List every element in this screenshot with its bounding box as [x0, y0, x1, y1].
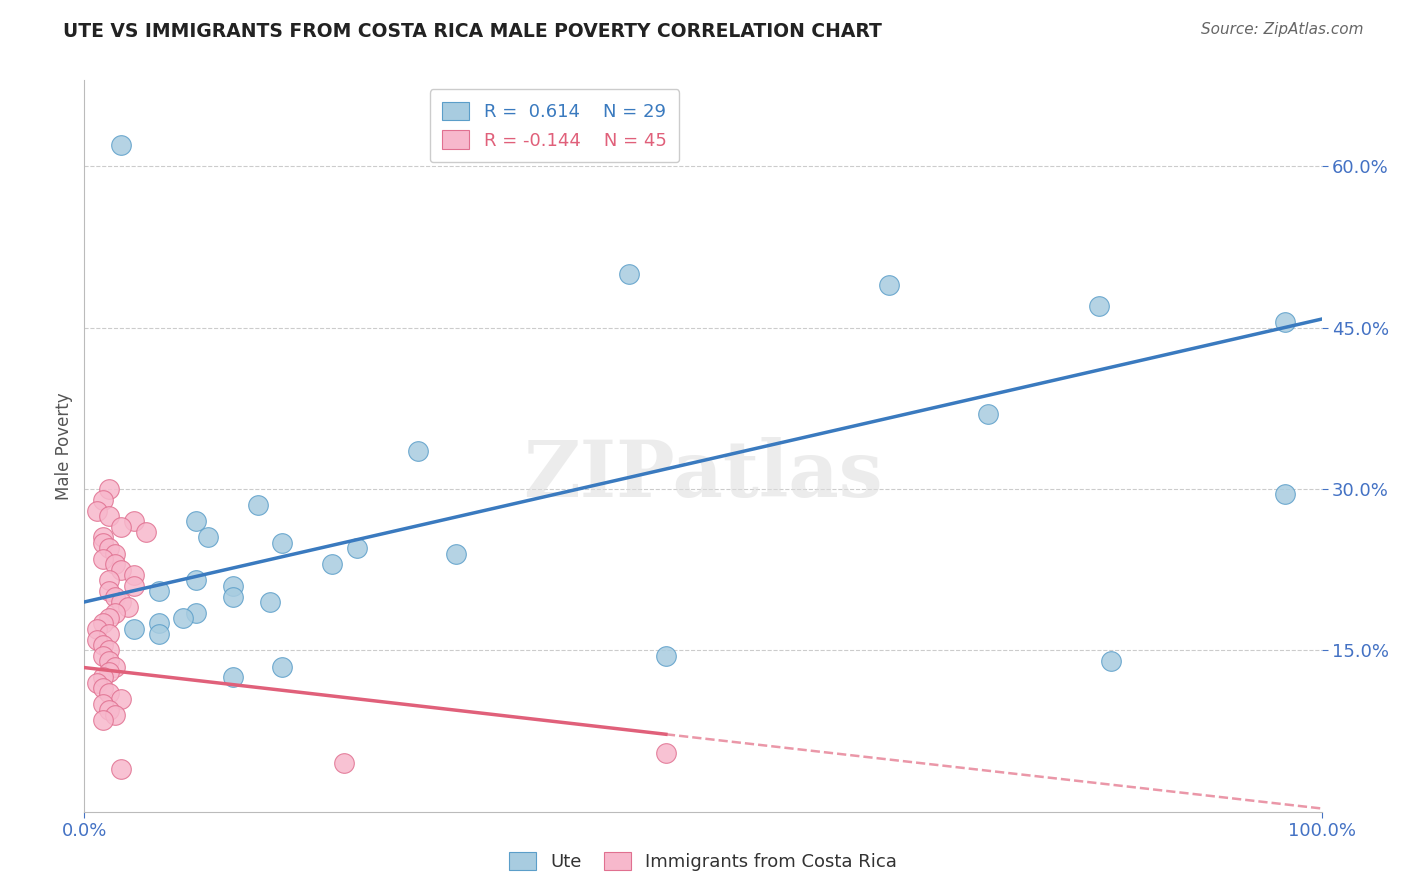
Y-axis label: Male Poverty: Male Poverty — [55, 392, 73, 500]
Point — [655, 648, 678, 663]
Point — [333, 756, 356, 771]
Point — [148, 616, 170, 631]
Point — [91, 616, 114, 631]
Point — [98, 482, 121, 496]
Point — [346, 541, 368, 556]
Point — [98, 665, 121, 679]
Point — [110, 563, 132, 577]
Point — [1099, 654, 1122, 668]
Point — [91, 536, 114, 550]
Point — [222, 579, 245, 593]
Point — [222, 670, 245, 684]
Text: ZIPatlas: ZIPatlas — [523, 437, 883, 513]
Point — [104, 606, 127, 620]
Text: UTE VS IMMIGRANTS FROM COSTA RICA MALE POVERTY CORRELATION CHART: UTE VS IMMIGRANTS FROM COSTA RICA MALE P… — [63, 22, 882, 41]
Point — [91, 714, 114, 728]
Point — [110, 595, 132, 609]
Point — [91, 492, 114, 507]
Point — [91, 638, 114, 652]
Point — [184, 574, 207, 588]
Point — [172, 611, 194, 625]
Point — [110, 691, 132, 706]
Point — [135, 524, 157, 539]
Point — [271, 536, 294, 550]
Point — [408, 444, 430, 458]
Point — [122, 622, 145, 636]
Point — [321, 558, 343, 572]
Point — [617, 267, 640, 281]
Point — [184, 606, 207, 620]
Point — [91, 530, 114, 544]
Point — [98, 643, 121, 657]
Point — [104, 707, 127, 722]
Point — [104, 547, 127, 561]
Point — [148, 584, 170, 599]
Legend: R =  0.614    N = 29, R = -0.144    N = 45: R = 0.614 N = 29, R = -0.144 N = 45 — [430, 89, 679, 162]
Point — [98, 654, 121, 668]
Point — [98, 627, 121, 641]
Point — [98, 702, 121, 716]
Point — [976, 407, 998, 421]
Point — [877, 277, 900, 292]
Point — [259, 595, 281, 609]
Point — [98, 584, 121, 599]
Point — [246, 498, 269, 512]
Point — [98, 611, 121, 625]
Point — [104, 590, 127, 604]
Point — [222, 590, 245, 604]
Point — [110, 519, 132, 533]
Point — [86, 632, 108, 647]
Point — [122, 568, 145, 582]
Point — [1088, 299, 1111, 313]
Point — [91, 648, 114, 663]
Point — [86, 622, 108, 636]
Point — [98, 541, 121, 556]
Point — [110, 762, 132, 776]
Point — [444, 547, 467, 561]
Point — [184, 514, 207, 528]
Point — [104, 558, 127, 572]
Point — [86, 503, 108, 517]
Point — [91, 552, 114, 566]
Point — [86, 675, 108, 690]
Point — [655, 746, 678, 760]
Point — [91, 681, 114, 695]
Point — [110, 137, 132, 152]
Point — [91, 670, 114, 684]
Point — [117, 600, 139, 615]
Point — [122, 579, 145, 593]
Point — [1274, 315, 1296, 329]
Text: Source: ZipAtlas.com: Source: ZipAtlas.com — [1201, 22, 1364, 37]
Point — [104, 659, 127, 673]
Point — [98, 686, 121, 700]
Point — [91, 697, 114, 711]
Point — [122, 514, 145, 528]
Legend: Ute, Immigrants from Costa Rica: Ute, Immigrants from Costa Rica — [502, 845, 904, 879]
Point — [271, 659, 294, 673]
Point — [98, 574, 121, 588]
Point — [197, 530, 219, 544]
Point — [98, 508, 121, 523]
Point — [1274, 487, 1296, 501]
Point — [148, 627, 170, 641]
